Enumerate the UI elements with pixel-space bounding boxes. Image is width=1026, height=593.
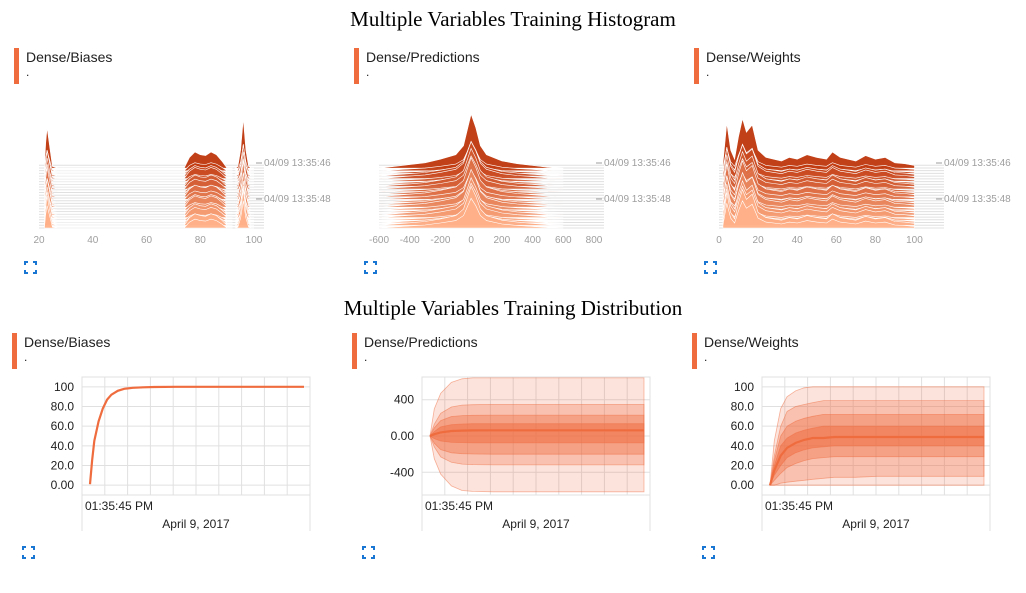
x-tick-label: 80	[870, 235, 882, 246]
y-tick-label: 100	[734, 380, 754, 394]
histogram-layer-23-series-0	[44, 127, 233, 169]
y-tick-label: 40.0	[731, 439, 755, 453]
card-header: Dense/Biases .	[14, 48, 304, 84]
y-tick-label: 100	[54, 380, 74, 394]
card-header: Dense/Weights .	[694, 48, 984, 84]
x-tick-label: -600	[369, 235, 389, 246]
y-tick-label: 80.0	[51, 400, 75, 414]
expand-icon[interactable]	[702, 546, 715, 559]
card-title: Dense/Biases	[26, 49, 113, 65]
y-tick-label: 80.0	[731, 400, 755, 414]
card-subtitle: .	[704, 350, 708, 364]
histogram-chart-weights: 0 20 40 60 80 100 04/09 13:35:46 04/09 13:35:48	[716, 118, 1011, 246]
card-distribution-biases: Dense/Biases . 100 80.0 60.0 40.0 20.0 0.00 01…	[12, 333, 312, 593]
x-tick-label: 100	[246, 235, 263, 246]
histogram-layer-0-series-0	[378, 197, 564, 229]
x-axis-label: April 9, 2017	[162, 517, 230, 531]
x-tick-label: 0	[716, 235, 722, 246]
card-header: Dense/Weights .	[692, 333, 982, 369]
median-line	[88, 385, 304, 485]
card-title: Dense/Weights	[706, 49, 801, 65]
card-header: Dense/Predictions .	[352, 333, 642, 369]
distribution-chart-weights: 100 80.0 60.0 40.0 20.0 0.00 01:35:45 PM April …	[731, 376, 991, 531]
median-line	[768, 435, 984, 486]
histogram-section-title: Multiple Variables Training Histogram	[350, 7, 676, 31]
histogram-layer-23-series-1	[234, 118, 254, 169]
x-tick-label: 01:35:45 PM	[85, 499, 153, 513]
median-line	[429, 429, 644, 438]
x-tick-label: 20	[33, 235, 45, 246]
x-tick-label: 200	[494, 235, 511, 246]
x-tick-label: 01:35:45 PM	[425, 499, 493, 513]
x-tick-label: -200	[430, 235, 450, 246]
x-tick-label: -400	[400, 235, 420, 246]
distribution-section-title: Multiple Variables Training Distribution	[343, 296, 683, 320]
x-tick-label: 100	[906, 235, 923, 246]
card-subtitle: .	[24, 350, 28, 364]
y-tick-label: 20.0	[51, 459, 75, 473]
step-label: 04/09 13:35:46	[944, 158, 1011, 169]
x-tick-label: 80	[195, 235, 207, 246]
step-label: 04/09 13:35:48	[604, 194, 671, 205]
percentile-band-3	[429, 423, 645, 444]
histogram-chart-biases: 20 40 60 80 100 04/09 13:35:46 04/09 13:35:48	[33, 118, 331, 246]
card-subtitle: .	[366, 65, 370, 79]
x-tick-label: 01:35:45 PM	[765, 499, 833, 513]
expand-icon[interactable]	[24, 261, 37, 274]
card-distribution-predictions: Dense/Predictions . 400 0.00 -400 01:35:45 …	[352, 333, 652, 593]
x-tick-label: 40	[792, 235, 804, 246]
y-tick-label: 20.0	[731, 459, 755, 473]
x-axis-label: April 9, 2017	[502, 517, 570, 531]
step-label: 04/09 13:35:46	[604, 158, 671, 169]
card-title: Dense/Predictions	[364, 334, 478, 350]
x-tick-label: 20	[753, 235, 765, 246]
x-tick-label: 800	[586, 235, 603, 246]
x-tick-label: 60	[141, 235, 153, 246]
y-tick-label: -400	[390, 465, 414, 479]
y-tick-label: 0.00	[391, 429, 415, 443]
card-histogram-biases: Dense/Biases . 20 40 60 80 100 04/09 13:35:46…	[14, 48, 331, 308]
histogram-layer-0-series-0	[44, 205, 233, 229]
card-header: Dense/Predictions .	[354, 48, 644, 84]
expand-icon[interactable]	[704, 261, 717, 274]
card-title: Dense/Predictions	[366, 49, 480, 65]
y-tick-label: 60.0	[731, 419, 755, 433]
y-tick-label: 0.00	[51, 478, 75, 492]
y-tick-label: 40.0	[51, 439, 75, 453]
distribution-chart-predictions: 400 0.00 -400 01:35:45 PM April 9, 2017	[390, 376, 651, 531]
card-subtitle: .	[26, 65, 30, 79]
step-label: 04/09 13:35:48	[264, 194, 331, 205]
x-tick-label: 600	[555, 235, 572, 246]
card-title: Dense/Biases	[24, 334, 111, 350]
y-tick-label: 60.0	[51, 419, 75, 433]
histogram-layer-0-series-1	[235, 200, 254, 229]
x-tick-label: 40	[87, 235, 99, 246]
card-distribution-weights: Dense/Weights . 100 80.0 60.0 40.0 20.0 0.00 0…	[692, 333, 992, 593]
x-tick-label: 400	[524, 235, 541, 246]
histogram-layer-12-series-1	[235, 160, 254, 198]
x-tick-label: 0	[468, 235, 474, 246]
x-tick-label: 60	[831, 235, 843, 246]
histogram-chart-predictions: -600 -400 -200 0 200 400 600 800 04/09 13:35:46 0…	[369, 113, 671, 246]
expand-icon[interactable]	[362, 546, 375, 559]
y-tick-label: 400	[394, 393, 414, 407]
card-histogram-weights: Dense/Weights . 0 20 40 60 80 100 04/09 13:35:…	[694, 48, 1011, 308]
expand-icon[interactable]	[364, 261, 377, 274]
step-label: 04/09 13:35:46	[264, 158, 331, 169]
card-header: Dense/Biases .	[12, 333, 302, 369]
card-subtitle: .	[706, 65, 710, 79]
card-title: Dense/Weights	[704, 334, 799, 350]
x-axis-label: April 9, 2017	[842, 517, 910, 531]
card-histogram-predictions: Dense/Predictions . -600 -400 -200 0 200 400 6…	[354, 48, 671, 308]
histogram-layer-0-series-0	[722, 200, 915, 229]
step-label: 04/09 13:35:48	[944, 194, 1011, 205]
expand-icon[interactable]	[22, 546, 35, 559]
y-tick-label: 0.00	[731, 478, 755, 492]
distribution-chart-biases: 100 80.0 60.0 40.0 20.0 0.00 01:35:45 PM April …	[51, 376, 311, 531]
card-subtitle: .	[364, 350, 368, 364]
